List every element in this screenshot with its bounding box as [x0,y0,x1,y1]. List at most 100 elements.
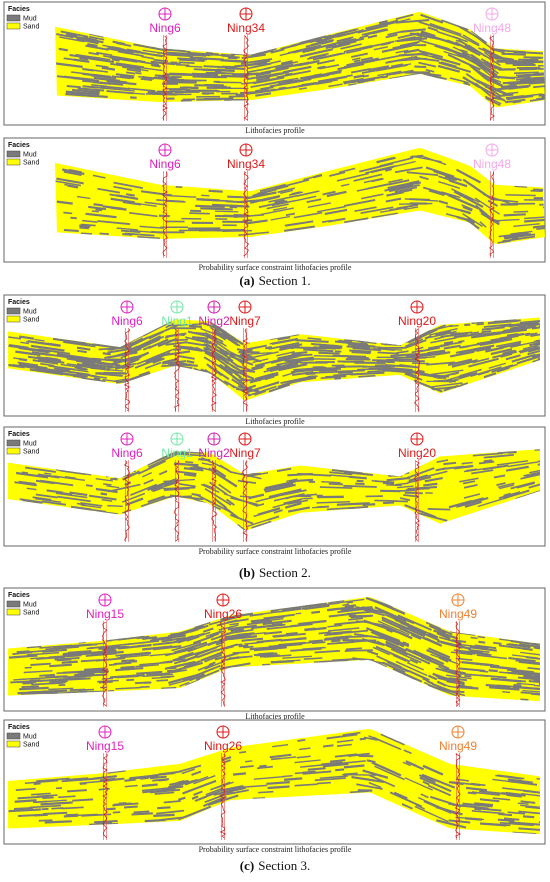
mud-streak [173,641,208,654]
mud-streak [293,366,327,372]
mud-streak [80,223,96,227]
mud-streak [131,812,153,816]
well-label: Ning6 [111,314,143,328]
mud-streak [434,351,451,356]
mud-streak [302,48,316,54]
mud-streak [102,483,112,486]
mud-streak [134,356,163,369]
mud-streak [502,691,511,694]
mud-streak [394,166,423,174]
mud-streak [113,181,144,189]
mud-streak [93,377,101,381]
mud-streak [367,34,378,39]
mud-streak [19,686,49,691]
mud-streak [417,52,434,58]
mud-streak [432,385,463,391]
well: Ning20 [398,300,436,412]
mud-streak [457,34,480,47]
mud-streak [153,813,175,818]
mud-streak [230,628,244,633]
mud-streak [510,326,519,330]
mud-streak [55,492,88,499]
mud-streak [182,667,215,682]
mud-streak [61,806,84,810]
mud-streak [363,736,378,741]
mud-streak [514,326,533,331]
mud-streak [311,610,321,614]
mud-streak [350,371,385,376]
mud-streak [371,212,398,219]
mud-streak [493,474,506,479]
mud-streak [59,469,92,476]
mud-streak [529,97,545,102]
mud-streak [80,504,102,509]
mud-streak [451,359,478,368]
mud-streak [72,88,100,94]
mud-streak [241,784,268,789]
mud-streak [101,649,117,653]
mud-streak [276,70,311,79]
well: Ning48 [473,7,511,121]
mud-streak [93,56,111,61]
mud-streak [185,460,194,464]
mud-streak [102,352,111,356]
mud-streak [282,655,312,659]
mud-streak [386,343,397,346]
mud-streak [395,19,430,24]
mud-streak [513,683,522,687]
mud-streak [479,674,507,679]
mud-streak [506,775,515,779]
well-log [210,328,218,412]
mud-streak [203,347,214,352]
mud-streak [462,213,483,228]
mud-streak [345,647,363,651]
mud-streak [528,483,540,489]
mud-streak [106,47,117,52]
mud-streak [443,461,457,466]
mud-streak [216,641,225,646]
well-log [414,328,420,412]
mud-streak [471,469,494,475]
mud-streak [264,375,275,381]
mud-streak [369,774,396,788]
section-label: (b) [239,565,255,580]
mud-streak [299,48,334,58]
well: Ning6 [149,143,181,258]
mud-streak [239,751,247,754]
sand-body [8,317,540,400]
mud-streak [102,87,135,92]
mud-streak [224,66,246,70]
mud-streak [88,51,100,56]
mud-streak [218,624,239,631]
mud-streak [92,174,106,179]
mud-streak [39,673,55,677]
well-log [173,328,180,412]
mud-streak [79,782,87,785]
mud-streak [429,624,453,636]
well-log [102,621,109,707]
mud-streak [336,739,354,743]
mud-streak [361,193,384,200]
mud-streak [246,219,268,225]
mud-streak [269,753,292,759]
mud-streak [331,639,341,643]
well-label: Ning2 [198,446,230,460]
mud-streak [418,39,449,50]
mud-streak [215,329,241,347]
mud-streak [407,476,432,484]
mud-streak [268,342,300,350]
mud-streak [287,499,309,505]
panel-caption: Lithofacies profile [245,417,305,426]
mud-streak [488,669,498,673]
mud-streak [76,502,86,506]
mud-streak [321,481,341,484]
mud-streak [434,335,445,340]
mud-streak [296,755,311,759]
mud-streak [42,796,54,800]
mud-streak [415,804,426,810]
mud-streak [337,62,365,71]
mud-streak [393,69,414,75]
mud-streak [503,213,526,217]
